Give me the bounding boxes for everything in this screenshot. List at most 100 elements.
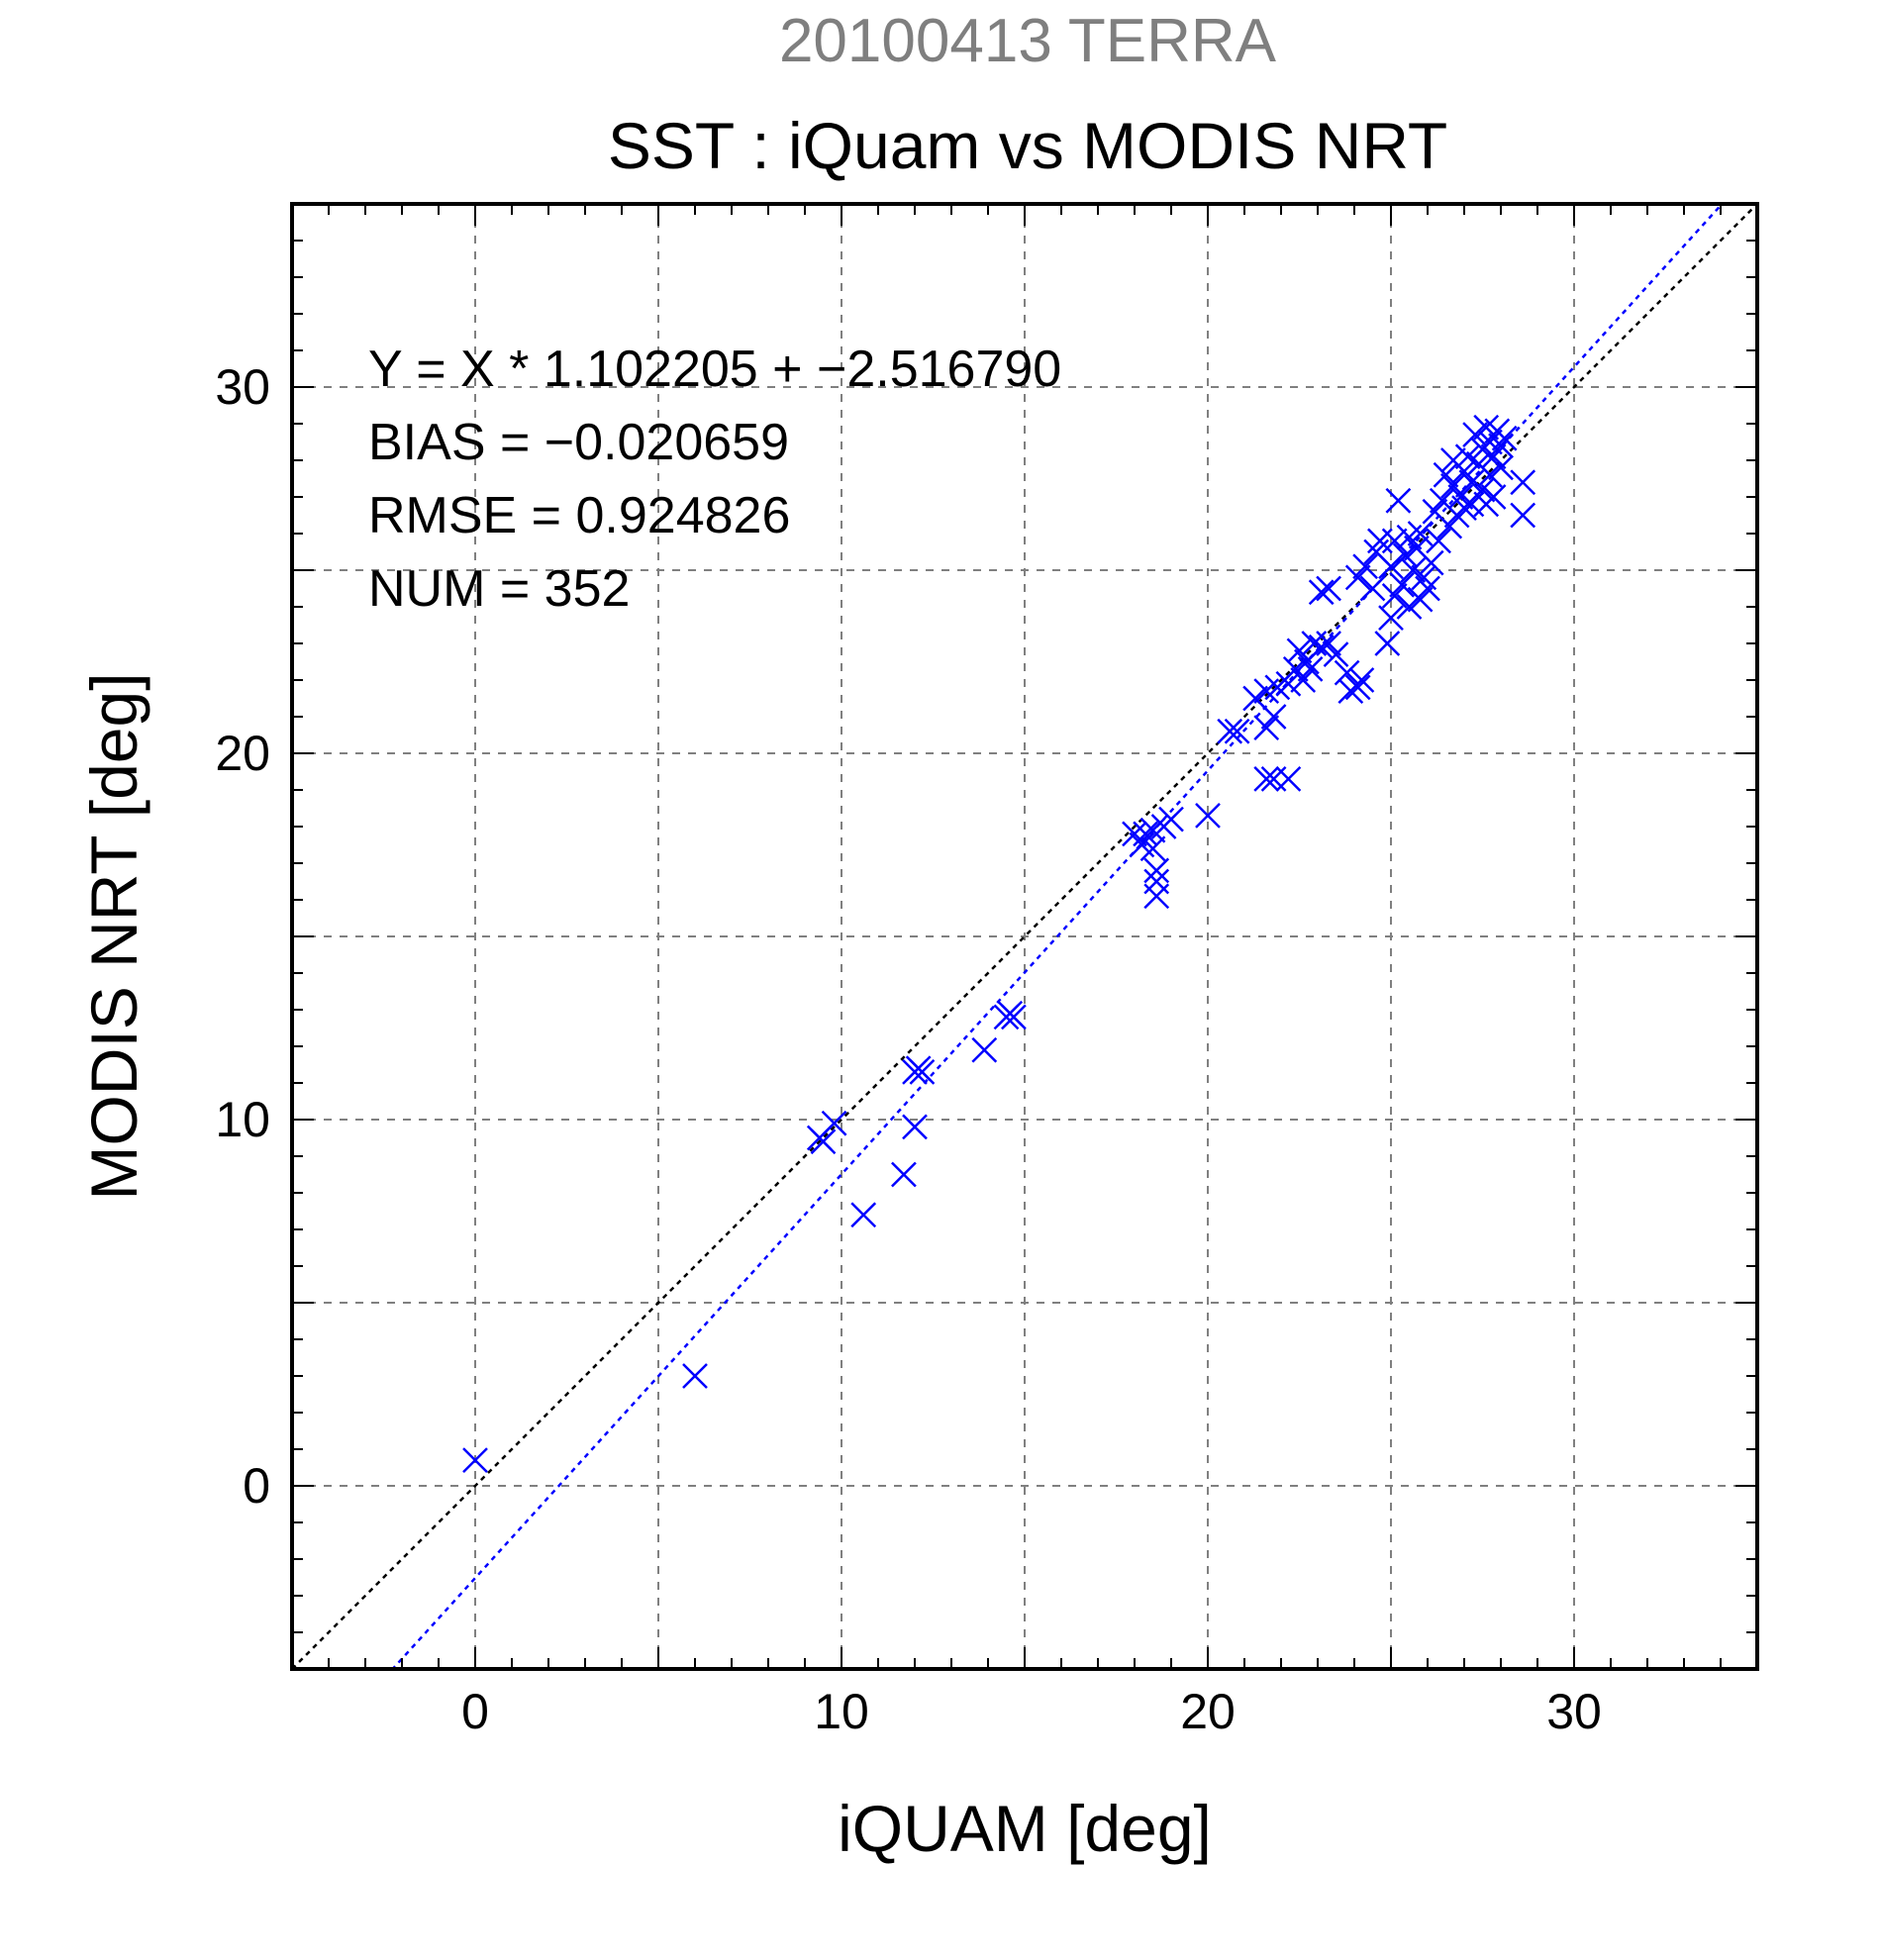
data-point	[1323, 641, 1349, 667]
data-point	[1458, 469, 1485, 496]
chart-subtitle: SST : iQuam vs MODIS NRT	[608, 109, 1447, 182]
data-point-stroke	[1469, 476, 1496, 503]
data-point-stroke	[891, 1161, 917, 1188]
data-point-stroke	[1488, 433, 1514, 459]
data-point-stroke	[1389, 571, 1415, 598]
data-point	[1344, 674, 1371, 701]
data-point	[1491, 425, 1518, 451]
data-point-stroke	[905, 1055, 932, 1082]
data-point-stroke	[1473, 414, 1500, 441]
data-point-stroke	[1143, 883, 1170, 910]
data-point	[1378, 553, 1404, 580]
data-point-stroke	[1158, 806, 1184, 833]
data-point	[891, 1161, 917, 1188]
data-point-stroke	[1385, 487, 1412, 514]
data-point	[1415, 575, 1440, 602]
data-point-stroke	[1242, 685, 1268, 712]
data-point	[821, 1110, 847, 1136]
x-tick-label: 30	[1546, 1684, 1602, 1739]
statistics-annotation: Y = X * 1.102205 + −2.516790 BIAS = −0.02…	[368, 341, 1061, 618]
data-point	[1407, 586, 1434, 613]
data-point	[1488, 454, 1514, 481]
data-point	[1253, 715, 1280, 740]
data-point	[1133, 821, 1158, 847]
data-point-stroke	[1440, 473, 1466, 499]
data-point-stroke	[902, 1114, 928, 1140]
y-tick-label: 10	[215, 1092, 270, 1147]
data-point	[971, 1036, 998, 1063]
data-point	[1344, 564, 1371, 591]
data-point-stroke	[1253, 766, 1280, 792]
data-point-stroke	[1001, 1004, 1027, 1030]
data-point-stroke	[810, 1128, 837, 1155]
data-points	[462, 414, 1536, 1473]
data-point-stroke	[1316, 631, 1341, 656]
data-point-stroke	[1352, 553, 1378, 580]
rmse-value: RMSE = 0.924826	[368, 487, 790, 544]
data-point	[1480, 484, 1507, 510]
data-point	[1462, 422, 1488, 447]
data-point-stroke	[1374, 631, 1401, 656]
data-point-stroke	[1217, 718, 1243, 744]
data-point-stroke	[1323, 641, 1349, 667]
data-point-stroke	[1143, 857, 1170, 884]
regression-fit-line	[390, 204, 1725, 1669]
data-point-stroke	[1491, 425, 1518, 451]
data-point-stroke	[1480, 443, 1507, 470]
data-point-stroke	[462, 1447, 488, 1473]
data-point-stroke	[821, 1110, 847, 1136]
bias-value: BIAS = −0.020659	[368, 414, 789, 471]
data-point-stroke	[1275, 670, 1302, 697]
data-point	[902, 1114, 928, 1140]
data-point	[1458, 491, 1485, 518]
data-point-stroke	[1454, 443, 1481, 470]
data-point	[1400, 557, 1427, 583]
data-point	[1308, 634, 1335, 660]
data-point-stroke	[1344, 674, 1371, 701]
data-point	[1389, 571, 1415, 598]
data-point-stroke	[1290, 667, 1317, 693]
data-point-stroke	[1407, 521, 1434, 546]
data-point-stroke	[1348, 667, 1375, 693]
data-point-stroke	[1308, 634, 1335, 660]
data-point-stroke	[1344, 564, 1371, 591]
data-point-stroke	[971, 1036, 998, 1063]
data-point	[1001, 1004, 1027, 1030]
data-point-stroke	[1195, 803, 1221, 829]
data-point	[1374, 631, 1401, 656]
data-point	[1297, 656, 1324, 682]
data-point	[1143, 857, 1170, 884]
data-point-stroke	[1415, 575, 1440, 602]
data-point-stroke	[1422, 498, 1448, 525]
data-point-stroke	[1436, 513, 1463, 539]
data-point	[1217, 718, 1243, 744]
data-point-stroke	[1462, 422, 1488, 447]
data-point	[1385, 487, 1412, 514]
data-point-stroke	[1133, 821, 1158, 847]
data-point-stroke	[1400, 557, 1427, 583]
x-tick-label: 20	[1180, 1684, 1236, 1739]
data-point-stroke	[1433, 461, 1459, 488]
data-point-stroke	[1297, 656, 1324, 682]
y-tick-label: 0	[243, 1458, 270, 1514]
data-point	[1275, 766, 1302, 792]
data-point	[1510, 469, 1536, 496]
data-point-stroke	[1253, 715, 1280, 740]
x-tick-label: 10	[814, 1684, 869, 1739]
data-point-stroke	[1122, 821, 1147, 847]
data-point-stroke	[1488, 454, 1514, 481]
data-point	[1275, 670, 1302, 697]
data-point-stroke	[1381, 583, 1408, 609]
data-point	[1143, 883, 1170, 910]
data-point	[1436, 513, 1463, 539]
data-point	[682, 1363, 708, 1389]
data-point	[1488, 433, 1514, 459]
data-point	[1195, 803, 1221, 829]
data-point	[1407, 521, 1434, 546]
y-tick-label: 30	[215, 359, 270, 415]
data-point-stroke	[1429, 487, 1455, 514]
data-point-stroke	[1260, 704, 1287, 730]
data-point	[1418, 549, 1444, 576]
data-point-stroke	[1224, 718, 1250, 744]
